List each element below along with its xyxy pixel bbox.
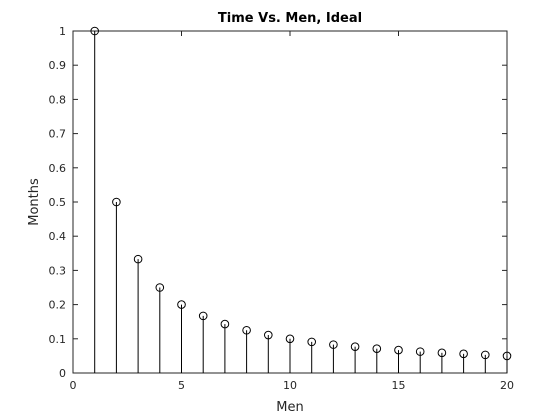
data-point bbox=[372, 344, 382, 354]
data-point bbox=[220, 319, 230, 329]
y-tick-label: 0.9 bbox=[49, 59, 67, 72]
x-tick-label: 0 bbox=[70, 379, 77, 392]
data-point bbox=[415, 347, 425, 356]
data-point bbox=[285, 334, 295, 344]
data-stems bbox=[90, 26, 512, 373]
data-point bbox=[394, 345, 403, 355]
y-tick-label: 0.1 bbox=[49, 333, 67, 346]
data-point bbox=[177, 300, 186, 309]
y-tick-label: 0.8 bbox=[49, 93, 67, 106]
data-point bbox=[155, 283, 165, 292]
y-tick-label: 0.5 bbox=[49, 196, 67, 209]
data-point bbox=[329, 340, 338, 349]
data-point bbox=[502, 351, 512, 361]
data-point bbox=[481, 350, 490, 360]
y-tick-label: 0 bbox=[59, 367, 66, 380]
x-tick-label: 15 bbox=[392, 379, 406, 392]
chart-title: Time Vs. Men, Ideal bbox=[218, 11, 362, 26]
data-point bbox=[198, 311, 208, 321]
data-point bbox=[133, 254, 143, 264]
data-point bbox=[112, 197, 121, 207]
data-point bbox=[307, 337, 317, 347]
y-tick-label: 0.4 bbox=[49, 230, 67, 243]
y-tick-label: 0.2 bbox=[49, 299, 67, 312]
x-tick-label: 10 bbox=[283, 379, 297, 392]
y-axis-label: Months bbox=[27, 178, 42, 226]
data-point bbox=[264, 330, 273, 340]
y-tick-label: 1 bbox=[59, 25, 66, 38]
data-point bbox=[350, 342, 360, 351]
x-tick-labels: 0 5 10 15 20 bbox=[70, 379, 515, 392]
y-tick-label: 0.3 bbox=[49, 264, 67, 277]
y-tick-labels: 0 0.1 0.2 0.3 0.4 0.5 0.6 0.7 0.8 0.9 1 bbox=[49, 25, 67, 380]
x-axis-label: Men bbox=[276, 400, 303, 415]
data-point bbox=[459, 349, 468, 359]
y-tick-label: 0.7 bbox=[49, 128, 67, 141]
plot-area bbox=[72, 30, 508, 374]
x-tick-label: 20 bbox=[500, 379, 514, 392]
y-tick-label: 0.6 bbox=[49, 162, 67, 175]
data-point bbox=[242, 325, 251, 335]
data-point bbox=[90, 26, 99, 36]
x-tick-label: 5 bbox=[178, 379, 185, 392]
data-point bbox=[437, 348, 447, 358]
